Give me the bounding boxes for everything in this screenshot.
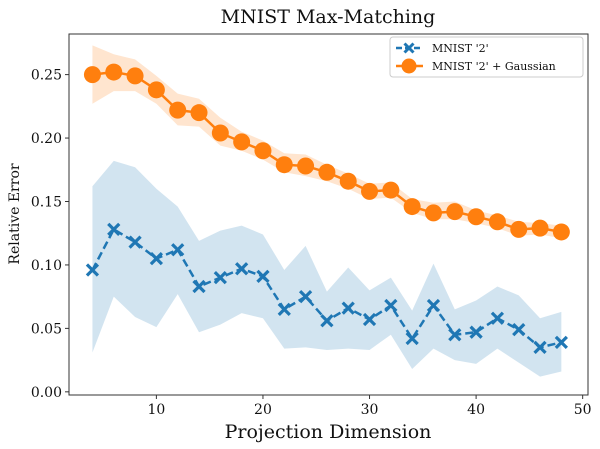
y-tick-label: 0.10 (31, 258, 62, 274)
data-point (469, 325, 483, 339)
data-point (405, 331, 419, 346)
data-point (426, 298, 441, 313)
data-point (362, 312, 377, 327)
y-tick-label: 0.20 (31, 131, 62, 147)
legend-box (389, 36, 584, 78)
data-point (211, 124, 229, 142)
band-mnist-2-gaussian (92, 45, 562, 239)
y-tick-label: 0.25 (31, 68, 62, 84)
data-point (554, 335, 568, 349)
data-point (531, 219, 549, 237)
x-axis-ticks: 10 20 30 40 50 (147, 395, 592, 418)
data-point (190, 104, 208, 122)
data-point (126, 67, 144, 85)
data-point (552, 223, 570, 241)
data-point (297, 157, 315, 175)
x-tick-label: 20 (254, 402, 272, 418)
confidence-bands (92, 45, 562, 377)
data-point (320, 314, 334, 328)
data-point (318, 163, 336, 181)
data-point (384, 298, 398, 313)
series-markers (83, 63, 570, 355)
y-axis-ticks: 0.00 0.05 0.10 0.15 0.20 0.25 (31, 68, 69, 401)
x-tick-label: 10 (147, 402, 165, 418)
data-point (446, 203, 464, 221)
y-axis-label: Relative Error (7, 163, 23, 264)
legend-x-marker-icon (403, 42, 415, 54)
data-point (510, 220, 528, 238)
x-tick-label: 50 (574, 402, 592, 418)
data-point (169, 101, 187, 119)
plot-frame (68, 33, 589, 396)
data-point (233, 133, 251, 151)
data-point (533, 340, 547, 355)
data-point (467, 208, 485, 226)
data-point (512, 323, 526, 337)
legend: MNIST '2' MNIST '2' + Gaussian (389, 36, 584, 78)
data-point (105, 63, 123, 81)
legend-label: MNIST '2' + Gaussian (432, 60, 556, 73)
data-point (171, 243, 185, 257)
legend-label: MNIST '2' (432, 42, 489, 55)
data-point (235, 262, 249, 276)
x-tick-label: 40 (467, 402, 485, 418)
legend-circle-marker-icon (401, 58, 417, 74)
data-point (275, 156, 293, 174)
data-point (128, 235, 142, 249)
data-point (339, 172, 357, 190)
data-point (490, 311, 505, 325)
legend-entry-mnist-2-gaussian: MNIST '2' + Gaussian (396, 58, 556, 74)
y-tick-label: 0.15 (31, 194, 62, 210)
data-point (149, 251, 164, 266)
data-point (424, 204, 442, 222)
chart-title: MNIST Max-Matching (221, 6, 436, 28)
data-point (448, 328, 462, 342)
data-point (403, 198, 421, 216)
data-point (107, 222, 121, 237)
data-point (147, 81, 165, 99)
data-point (277, 302, 291, 316)
legend-entry-mnist-2: MNIST '2' (396, 42, 489, 55)
x-axis-label: Projection Dimension (225, 421, 432, 443)
data-point (254, 142, 272, 160)
data-point (361, 182, 379, 200)
data-point (341, 301, 355, 315)
data-point (298, 290, 313, 304)
data-point (382, 181, 400, 199)
data-point (192, 279, 206, 294)
data-point (85, 263, 100, 277)
data-point (83, 66, 101, 84)
y-tick-label: 0.05 (31, 321, 62, 337)
y-tick-label: 0.00 (31, 385, 62, 401)
data-point (256, 269, 270, 283)
data-point (213, 270, 227, 285)
data-point (488, 213, 506, 231)
band-mnist-2 (92, 160, 562, 377)
x-tick-label: 30 (361, 402, 379, 418)
